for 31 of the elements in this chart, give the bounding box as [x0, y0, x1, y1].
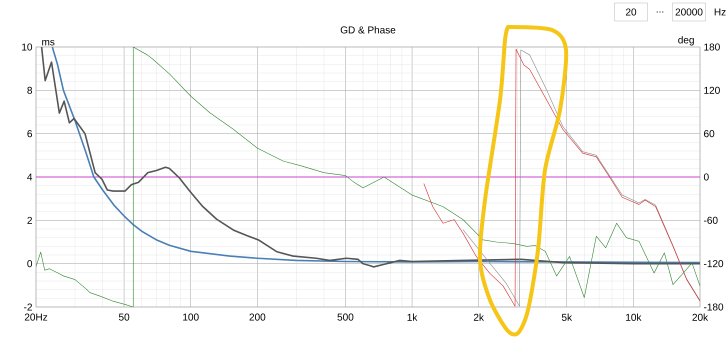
x-tick-label: 20Hz: [24, 314, 48, 321]
text: 20000: [676, 8, 703, 16]
x-tick-label: 200: [249, 314, 266, 321]
x-tick-label: 2k: [474, 314, 484, 321]
y2-tick-label: 60: [704, 130, 714, 138]
x-tick-label: 100: [183, 314, 199, 321]
x-tick-label: 10k: [626, 314, 642, 321]
x-tick-label: 50: [118, 314, 130, 321]
y-tick-label: 6: [27, 130, 32, 138]
y2-tick-label: 0: [704, 173, 709, 181]
y-tick-label: 10: [22, 43, 32, 51]
y2-tick-label: -60: [704, 216, 718, 224]
y-tick-label: 4: [27, 174, 32, 180]
x-tick-label: 5k: [562, 314, 572, 321]
text: 20: [626, 8, 636, 16]
y-tick-label: 0: [27, 260, 32, 268]
y-tick-label: 8: [27, 86, 32, 94]
y2-tick-label: 180: [704, 43, 720, 51]
y-tick-label: -2: [24, 304, 32, 310]
text: Hz: [714, 8, 726, 16]
y2-tick-label: -180: [704, 303, 724, 311]
text: ...: [656, 11, 664, 13]
y-tick-label: 2: [27, 216, 32, 224]
x-tick-label: 1k: [408, 314, 418, 321]
y2-tick-label: -120: [704, 260, 724, 268]
chart-title: GD & Phase: [340, 26, 396, 34]
y2-axis-title: deg: [678, 36, 694, 46]
y2-tick-label: 120: [704, 86, 720, 94]
y-axis-title: ms: [42, 40, 55, 46]
x-tick-label: 500: [337, 314, 354, 321]
x-tick-label: 20k: [692, 314, 708, 321]
